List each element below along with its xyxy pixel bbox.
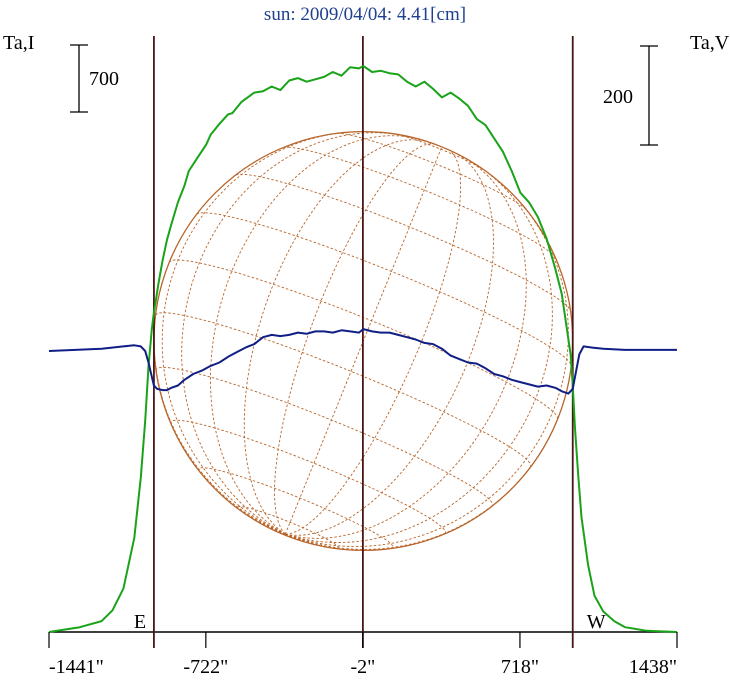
scale-bar-right-label: 200	[603, 86, 633, 108]
y-axis-label-right: Ta,V	[690, 32, 730, 54]
limb-and-center-lines	[153, 36, 574, 648]
x-tick-label: -2"	[350, 656, 375, 678]
longitude-line	[274, 143, 434, 535]
x-tick-label: 1438"	[629, 656, 677, 678]
latitude-line	[283, 146, 556, 258]
x-tick-label: -1441"	[49, 656, 104, 678]
longitude-line	[285, 156, 527, 539]
longitude-line	[284, 146, 443, 535]
longitude-line	[285, 192, 569, 547]
latitude-line	[155, 312, 532, 467]
latitude-line	[237, 506, 339, 549]
latitude-line	[198, 467, 394, 550]
series-line-V	[48, 328, 677, 395]
scale-bar-right: 200	[603, 45, 658, 146]
x-axis-ticks: -1441" -722" -2" 718" 1438"	[48, 632, 678, 678]
longitude-line	[285, 150, 462, 535]
y-axis-label-left: Ta,I	[3, 32, 34, 54]
longitude-line	[209, 135, 420, 535]
longitude-line	[181, 132, 406, 535]
longitude-line	[243, 139, 427, 535]
series-line-I	[48, 65, 678, 633]
x-tick-label: -722"	[183, 656, 228, 678]
latitude-line	[196, 212, 572, 366]
x-tick-label: 718"	[501, 656, 539, 678]
limb-marker-E: E	[134, 611, 146, 633]
scale-bar-left: 700	[70, 44, 119, 113]
series-group	[48, 65, 678, 633]
latitude-line	[235, 173, 571, 311]
latitude-line	[170, 419, 447, 535]
longitude-line	[285, 153, 494, 536]
scale-bar-left-label: 700	[89, 68, 119, 90]
longitude-line	[161, 131, 360, 535]
chart-title: sun: 2009/04/04: 4.41[cm]	[264, 4, 466, 25]
longitude-line	[285, 163, 553, 543]
latitude-line	[336, 132, 528, 211]
limb-marker-W: W	[587, 611, 606, 633]
